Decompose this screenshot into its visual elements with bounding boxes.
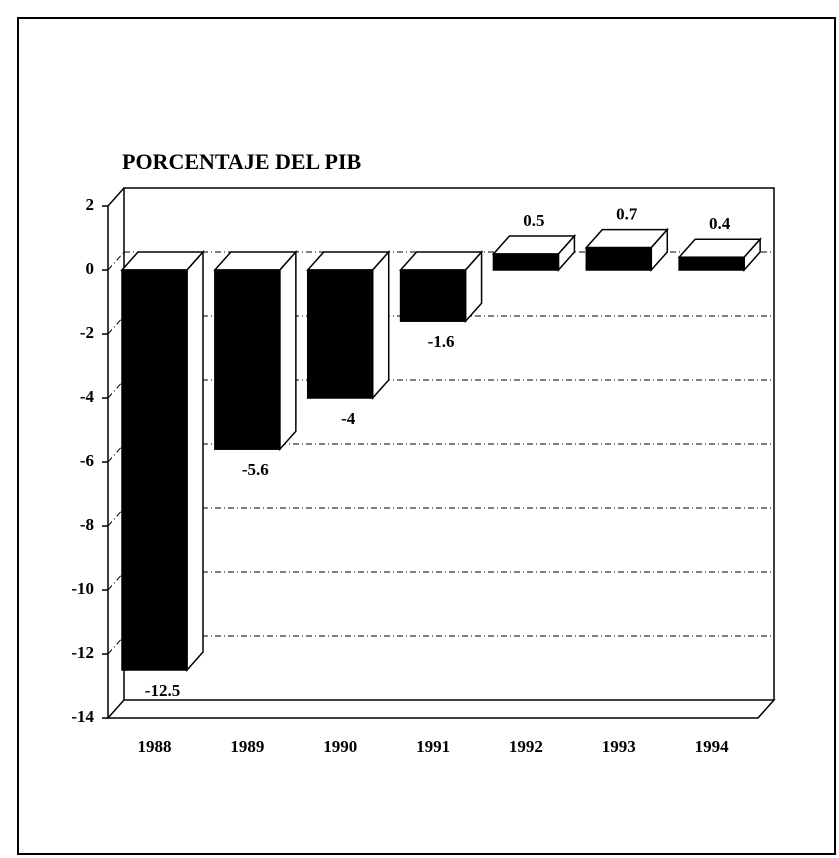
data-label: 0.7: [616, 205, 638, 224]
bar: [585, 246, 653, 271]
y-tick-label: -10: [71, 579, 94, 598]
y-tick-label: -6: [80, 451, 94, 470]
y-tick-label: -12: [71, 643, 94, 662]
bar: [678, 256, 745, 271]
y-tick-label: -4: [80, 387, 95, 406]
data-label: 0.4: [709, 214, 731, 233]
y-tick-label: 2: [86, 195, 95, 214]
grid-line: [107, 251, 125, 271]
grid-line: [107, 635, 125, 655]
grid-line: [107, 571, 125, 591]
data-label: -12.5: [145, 681, 180, 700]
grid-line: [107, 507, 125, 527]
x-tick-label: 1994: [695, 737, 730, 756]
x-tick-label: 1992: [509, 737, 543, 756]
bar: [214, 269, 281, 450]
data-label: -4: [341, 409, 356, 428]
y-tick-label: -8: [80, 515, 94, 534]
grid-line: [107, 315, 125, 335]
bar: [399, 269, 467, 322]
x-tick-label: 1991: [416, 737, 450, 756]
floor: [106, 699, 776, 719]
bar: [121, 269, 188, 671]
data-label: -1.6: [428, 332, 455, 351]
bar-side: [371, 250, 390, 400]
y-tick-label: -2: [80, 323, 94, 342]
data-label: 0.5: [523, 211, 544, 230]
x-tick-label: 1990: [323, 737, 357, 756]
frame: [17, 17, 836, 855]
x-tick-label: 1993: [602, 737, 636, 756]
grid-line: [107, 379, 125, 399]
y-tick-label: -14: [71, 707, 94, 726]
bar: [306, 269, 374, 399]
bar-side: [279, 250, 297, 452]
x-tick-label: 1988: [138, 737, 172, 756]
x-tick-label: 1989: [230, 737, 264, 756]
y-tick-label: 0: [86, 259, 95, 278]
bar-side: [186, 250, 204, 672]
bar: [492, 253, 560, 271]
data-label: -5.6: [242, 460, 269, 479]
grid-line: [107, 443, 125, 463]
chart-title: PORCENTAJE DEL PIB: [122, 149, 362, 174]
